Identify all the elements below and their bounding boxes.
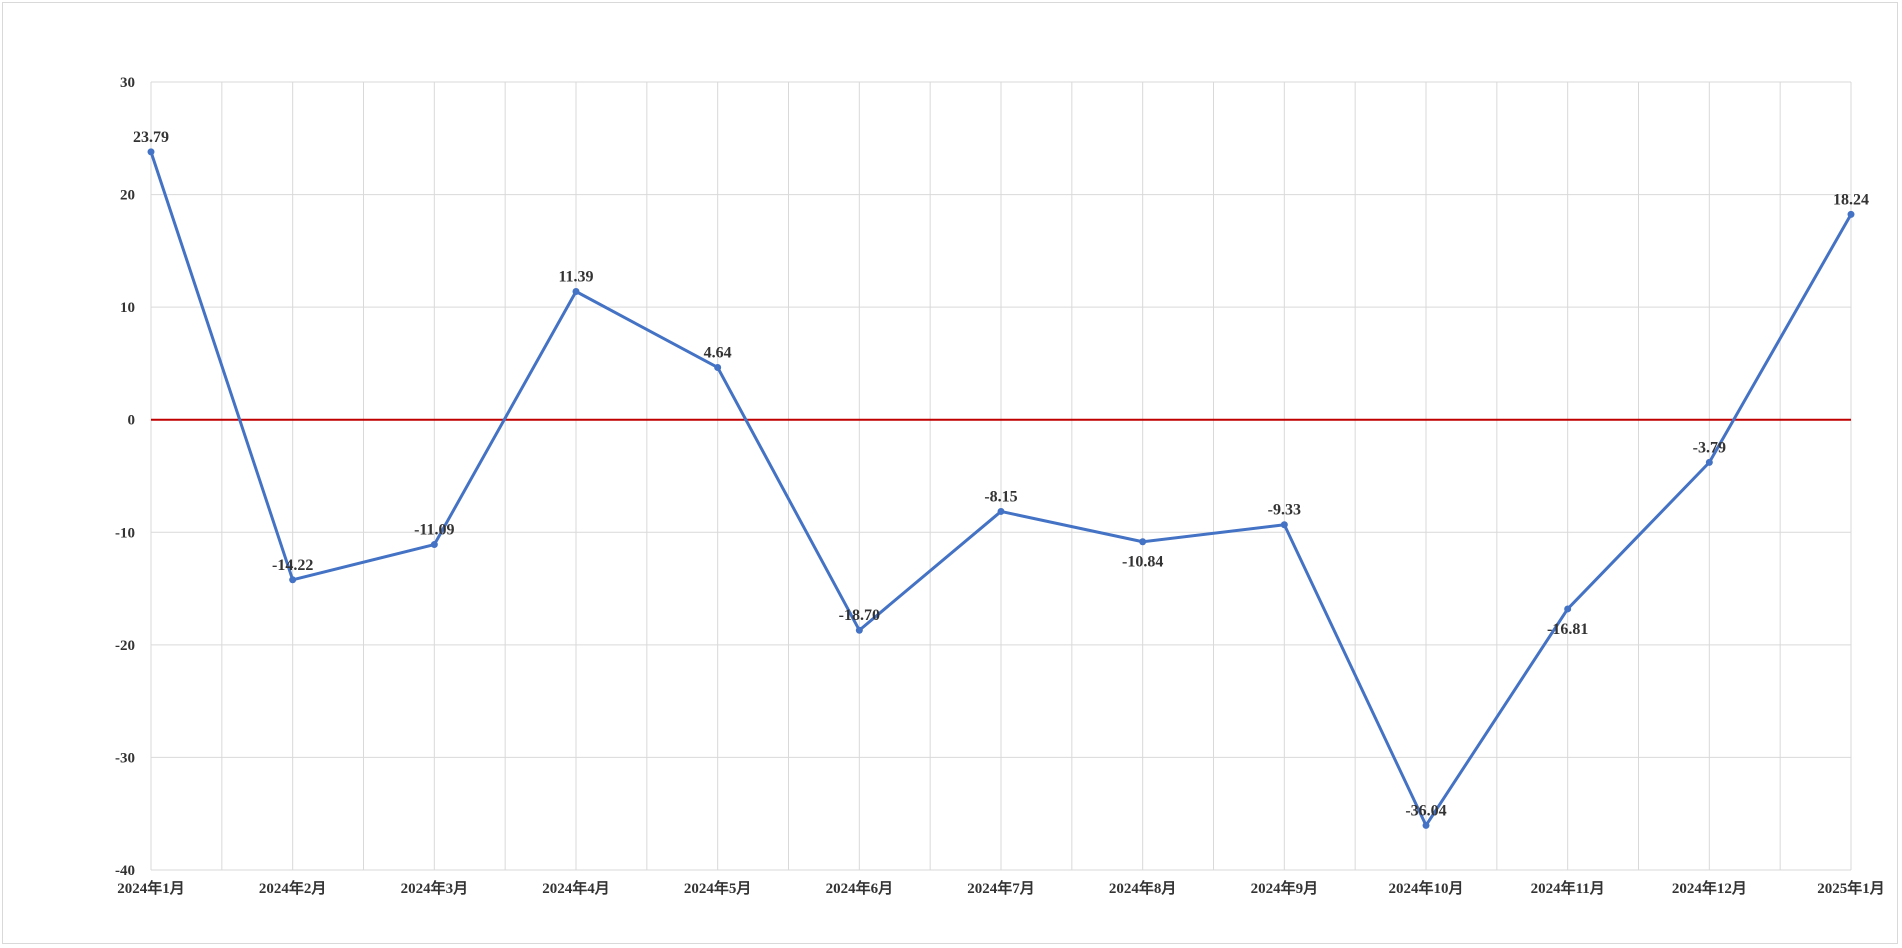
x-tick-label: 2025年1月 [1817,879,1885,897]
data-label: 18.24 [1833,191,1869,208]
data-point [147,148,155,156]
x-tick-label: 2024年9月 [1251,879,1319,897]
y-tick-label: -20 [115,638,135,654]
x-tick-label: 2024年8月 [1109,879,1177,897]
y-axis-tick-labels: 30 20 10 0 -10 -20 -30 -40 [115,75,135,879]
data-point [1139,538,1147,546]
data-label: -9.33 [1268,502,1301,519]
y-tick-label: -40 [115,863,135,879]
data-label: -16.81 [1547,621,1588,638]
gridlines [150,81,1852,871]
data-point [1280,521,1288,529]
x-tick-label: 2024年11月 [1531,879,1605,897]
data-label: 4.64 [704,344,732,361]
y-tick-label: -30 [115,750,135,766]
x-tick-label: 2024年10月 [1388,879,1463,897]
data-point [1564,605,1572,613]
y-tick-label: 10 [120,300,135,316]
data-label: 23.79 [133,129,169,146]
data-point [289,576,297,584]
data-label: -11.09 [414,522,454,539]
y-tick-label: 30 [120,75,135,91]
x-tick-label: 2024年6月 [826,879,894,897]
x-tick-label: 2024年7月 [967,879,1035,897]
y-tick-label: 0 [128,413,136,429]
y-tick-label: 20 [120,188,135,204]
data-label: 11.39 [558,268,593,285]
series-line-group [147,148,1855,829]
x-axis-tick-labels: 2024年1月 2024年2月 2024年3月 2024年4月 2024年5月 2024年… [117,879,1885,897]
data-label: -36.04 [1405,802,1446,819]
data-point [855,626,863,634]
data-label: -10.84 [1122,554,1163,571]
data-point [997,507,1005,515]
data-label: -14.22 [272,557,313,574]
data-labels: 23.79 -14.22 -11.09 11.39 4.64 -18.70 -8.15 -10… [133,129,1869,820]
data-point [714,363,722,371]
data-point [572,287,580,295]
data-point [430,541,438,549]
data-label: -3.79 [1693,439,1726,456]
x-tick-label: 2024年12月 [1672,879,1747,897]
x-tick-label: 2024年3月 [401,879,469,897]
data-point [1422,821,1430,829]
x-tick-label: 2024年2月 [259,879,327,897]
x-tick-label: 2024年4月 [542,879,610,897]
data-label: -18.70 [839,607,880,624]
data-label: -8.15 [984,488,1017,505]
data-point [1847,210,1855,218]
x-tick-label: 2024年1月 [117,879,185,897]
x-tick-label: 2024年5月 [684,879,752,897]
data-point [1705,458,1713,466]
y-tick-label: -10 [115,525,135,541]
